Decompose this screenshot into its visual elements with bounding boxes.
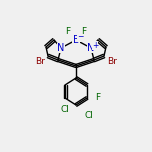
Text: Br: Br xyxy=(107,57,117,67)
Text: N: N xyxy=(57,43,65,53)
Text: F: F xyxy=(66,26,71,36)
Text: Cl: Cl xyxy=(60,105,69,114)
Text: F: F xyxy=(81,26,86,36)
Text: Br: Br xyxy=(35,57,45,67)
Text: +: + xyxy=(92,40,98,50)
Text: −: − xyxy=(77,33,83,41)
Text: B: B xyxy=(73,35,79,45)
Text: Cl: Cl xyxy=(85,111,93,119)
Text: N: N xyxy=(87,43,95,53)
Text: F: F xyxy=(95,93,101,102)
